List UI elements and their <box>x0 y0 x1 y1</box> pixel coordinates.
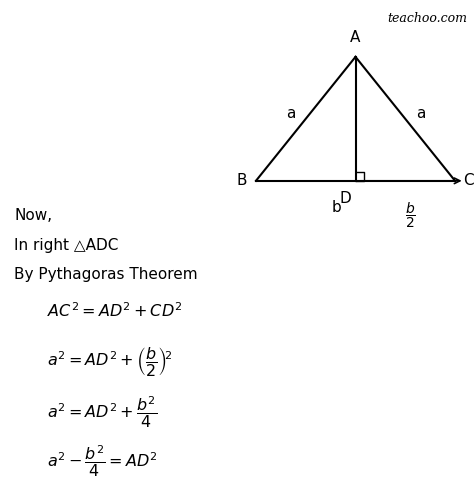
Text: A: A <box>350 29 361 45</box>
Text: By Pythagoras Theorem: By Pythagoras Theorem <box>14 267 198 282</box>
Text: $AC^2 = AD^2 + CD^2$: $AC^2 = AD^2 + CD^2$ <box>47 301 183 320</box>
Text: b: b <box>332 200 341 216</box>
Text: $a^2 - \dfrac{b^2}{4} = AD^2$: $a^2 - \dfrac{b^2}{4} = AD^2$ <box>47 443 158 479</box>
Text: B: B <box>237 173 247 188</box>
Text: $a^2 = AD^2 + \dfrac{b^2}{4}$: $a^2 = AD^2 + \dfrac{b^2}{4}$ <box>47 394 158 430</box>
Text: $\dfrac{b}{2}$: $\dfrac{b}{2}$ <box>405 200 415 230</box>
Text: D: D <box>339 191 351 206</box>
Text: $a^2 = AD^2 + \left(\dfrac{b}{2}\right)^{\!2}$: $a^2 = AD^2 + \left(\dfrac{b}{2}\right)^… <box>47 345 173 378</box>
Text: a: a <box>416 106 425 122</box>
Text: a: a <box>286 106 295 122</box>
Text: C: C <box>464 173 474 188</box>
Text: teachoo.com: teachoo.com <box>387 12 467 25</box>
Text: Now,: Now, <box>14 208 52 223</box>
Text: In right △ADC: In right △ADC <box>14 238 118 253</box>
